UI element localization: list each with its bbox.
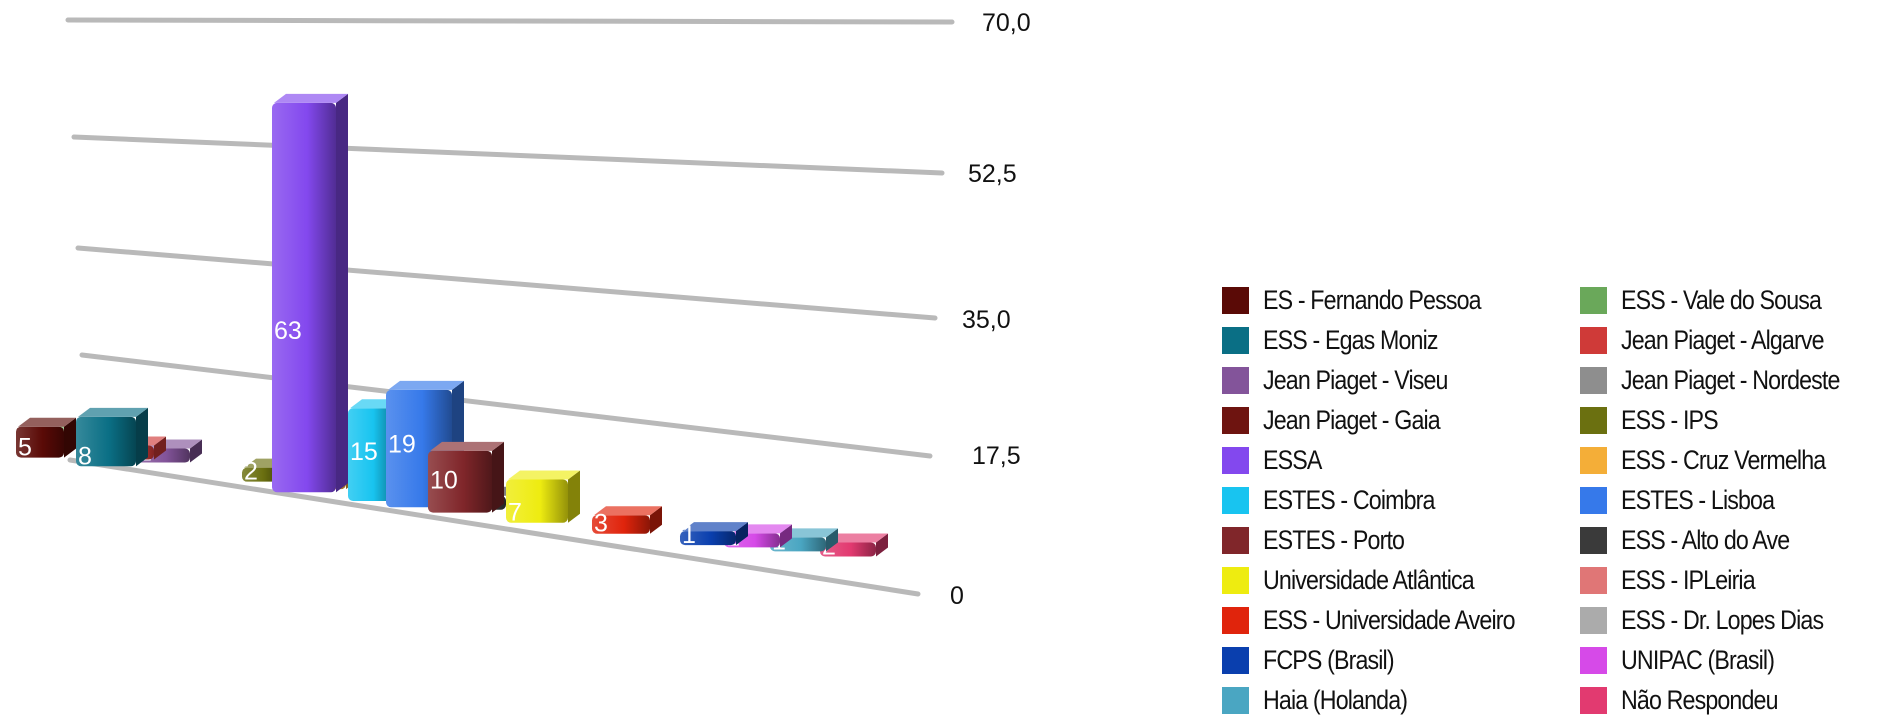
gridline	[65, 17, 955, 25]
bar	[76, 407, 148, 467]
legend-swatch	[1580, 526, 1607, 554]
gridline	[75, 245, 938, 321]
legend-item: UNIPAC (Brasil)	[1580, 642, 1799, 678]
legend-item: ESS - Cruz Vermelha	[1580, 442, 1859, 478]
legend-item: ESS - Dr. Lopes Dias	[1580, 602, 1856, 638]
data-label: 3	[594, 510, 608, 538]
data-label: 19	[388, 431, 416, 459]
legend-item: ESS - IPLeiria	[1580, 562, 1777, 598]
legend-item: Jean Piaget - Algarve	[1580, 322, 1857, 358]
legend-item: Universidade Atlântica	[1222, 562, 1508, 598]
legend-swatch	[1580, 566, 1607, 594]
bar	[272, 93, 348, 493]
legend-item: ESS - Vale do Sousa	[1580, 282, 1854, 318]
legend-swatch	[1580, 486, 1607, 514]
legend-label: ESS - IPS	[1621, 404, 1719, 435]
gridline	[67, 457, 921, 597]
legend-swatch	[1222, 406, 1249, 434]
legend-swatch	[1580, 606, 1607, 634]
legend-item: Não Respondeu	[1580, 682, 1803, 718]
legend-swatch	[1580, 366, 1607, 394]
legend-label: ES - Fernando Pessoa	[1263, 284, 1482, 315]
legend-label: UNIPAC (Brasil)	[1621, 644, 1775, 675]
data-label: 2	[244, 458, 258, 486]
legend-label: Não Respondeu	[1621, 684, 1779, 715]
legend-swatch	[1222, 366, 1249, 394]
legend-swatch	[1222, 446, 1249, 474]
legend-label: ESS - Universidade Aveiro	[1263, 604, 1516, 635]
y-tick-label: 0	[950, 582, 964, 610]
legend-label: Jean Piaget - Algarve	[1621, 324, 1825, 355]
bar	[16, 417, 76, 458]
bar	[592, 506, 662, 534]
legend-swatch	[1580, 286, 1607, 314]
data-label: 15	[350, 438, 378, 466]
legend-item: ESTES - Coimbra	[1222, 482, 1463, 518]
legend-swatch	[1222, 486, 1249, 514]
gridline	[71, 134, 945, 176]
legend-swatch	[1580, 686, 1607, 714]
legend-item: ESSA	[1222, 442, 1331, 478]
y-axis-ticks: 0 17,5 35,0 52,5 70,0	[950, 9, 1031, 610]
legend-label: ESS - Egas Moniz	[1263, 324, 1439, 355]
legend-label: ESSA	[1263, 444, 1322, 475]
legend-label: ESS - Dr. Lopes Dias	[1621, 604, 1824, 635]
legend-label: ESTES - Porto	[1263, 524, 1405, 555]
y-tick-label: 70,0	[982, 9, 1031, 37]
legend-item: Jean Piaget - Nordeste	[1580, 362, 1875, 398]
legend-swatch	[1580, 446, 1607, 474]
legend-label: Jean Piaget - Nordeste	[1621, 364, 1840, 395]
bar	[506, 470, 580, 523]
legend-label: Haia (Holanda)	[1263, 684, 1408, 715]
gridlines	[65, 17, 955, 597]
y-tick-label: 35,0	[962, 306, 1011, 334]
legend-item: ESS - Alto do Ave	[1580, 522, 1817, 558]
legend-swatch	[1222, 606, 1249, 634]
legend-label: Jean Piaget - Viseu	[1263, 364, 1448, 395]
legend-item: ESS - Egas Moniz	[1222, 322, 1466, 358]
y-tick-label: 52,5	[968, 160, 1017, 188]
legend-swatch	[1222, 286, 1249, 314]
legend-item: Jean Piaget - Viseu	[1222, 362, 1478, 398]
legend: ES - Fernando Pessoa ESS - Vale do Sousa E…	[1222, 282, 1875, 715]
legend-label: FCPS (Brasil)	[1263, 644, 1395, 675]
legend-label: Universidade Atlântica	[1263, 564, 1475, 595]
legend-item: Haia (Holanda)	[1222, 682, 1431, 718]
data-label: 1	[682, 521, 696, 549]
legend-item: ESS - IPS	[1580, 402, 1734, 438]
legend-swatch	[1580, 646, 1607, 674]
legend-swatch	[1580, 406, 1607, 434]
data-label: 63	[274, 317, 302, 345]
legend-item: ESTES - Porto	[1222, 522, 1427, 558]
legend-item: Jean Piaget - Gaia	[1222, 402, 1469, 438]
legend-swatch	[1580, 326, 1607, 354]
legend-label: ESS - IPLeiria	[1621, 564, 1756, 595]
legend-item: FCPS (Brasil)	[1222, 642, 1415, 678]
legend-swatch	[1222, 646, 1249, 674]
y-tick-label: 17,5	[972, 442, 1021, 470]
legend-label: ESS - Vale do Sousa	[1621, 284, 1822, 315]
legend-swatch	[1222, 326, 1249, 354]
bar	[428, 441, 504, 513]
bar	[680, 522, 748, 546]
legend-label: Jean Piaget - Gaia	[1263, 404, 1441, 435]
bar	[820, 533, 888, 557]
legend-swatch	[1222, 526, 1249, 554]
data-label: 10	[430, 467, 458, 495]
data-label: 7	[508, 499, 522, 527]
legend-label: ESS - Alto do Ave	[1621, 524, 1790, 555]
legend-label: ESTES - Lisboa	[1621, 484, 1775, 515]
data-label: 8	[78, 442, 92, 470]
legend-label: ESTES - Coimbra	[1263, 484, 1435, 515]
legend-item: ESTES - Lisboa	[1580, 482, 1799, 518]
data-label: 5	[18, 434, 32, 462]
bars: 1112111215863151910731	[16, 93, 888, 560]
legend-swatch	[1222, 566, 1249, 594]
gridline	[79, 352, 933, 459]
legend-item: ESS - Universidade Aveiro	[1222, 602, 1556, 638]
legend-label: ESS - Cruz Vermelha	[1621, 444, 1826, 475]
legend-item: ES - Fernando Pessoa	[1222, 282, 1516, 318]
legend-swatch	[1222, 686, 1249, 714]
